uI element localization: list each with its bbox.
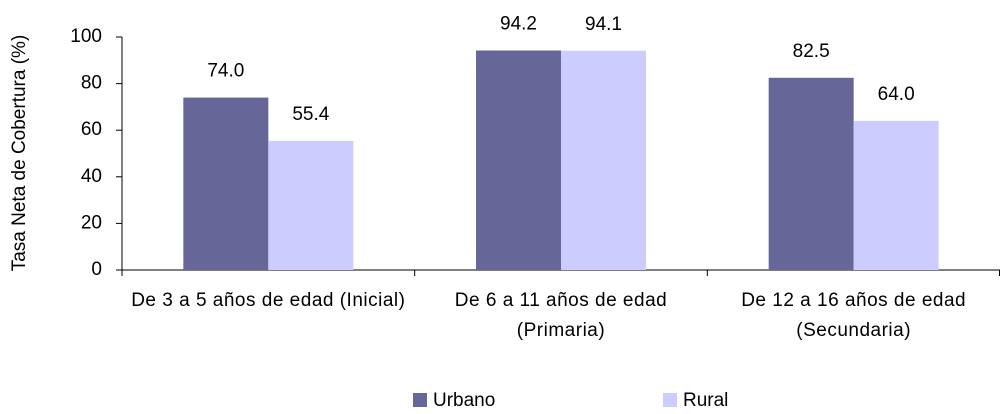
y-tick-label: 100: [70, 26, 102, 47]
x-tick-label: De 12 a 16 años de edad (Secundaria): [741, 290, 967, 341]
x-tick-label: De 6 a 11 años de edad (Primaria): [454, 290, 668, 341]
y-axis-label: Tasa Neta de Cobertura (%): [9, 35, 30, 272]
value-label: 82.5: [793, 41, 830, 62]
y-tick-label: 80: [81, 73, 102, 94]
x-tick-label: De 3 a 5 años de edad (Inicial): [131, 290, 406, 311]
value-label: 55.4: [292, 104, 329, 125]
legend-label: Rural: [683, 390, 728, 411]
value-label: 74.0: [207, 61, 244, 82]
value-label: 64.0: [878, 84, 915, 105]
y-tick-label: 60: [81, 119, 102, 140]
legend-label: Urbano: [433, 390, 495, 411]
bar: [768, 77, 854, 271]
legend-swatch: [413, 393, 427, 407]
bar: [183, 97, 269, 270]
y-tick-label: 40: [81, 166, 102, 187]
value-label: 94.1: [585, 14, 622, 35]
legend-swatch: [663, 393, 677, 407]
y-tick-label: 20: [81, 212, 102, 233]
value-label: 94.2: [500, 14, 537, 35]
bar: [476, 50, 561, 270]
bar: [853, 120, 939, 270]
bar: [561, 50, 646, 270]
bar: [268, 140, 354, 270]
y-tick-label: 0: [91, 259, 102, 280]
